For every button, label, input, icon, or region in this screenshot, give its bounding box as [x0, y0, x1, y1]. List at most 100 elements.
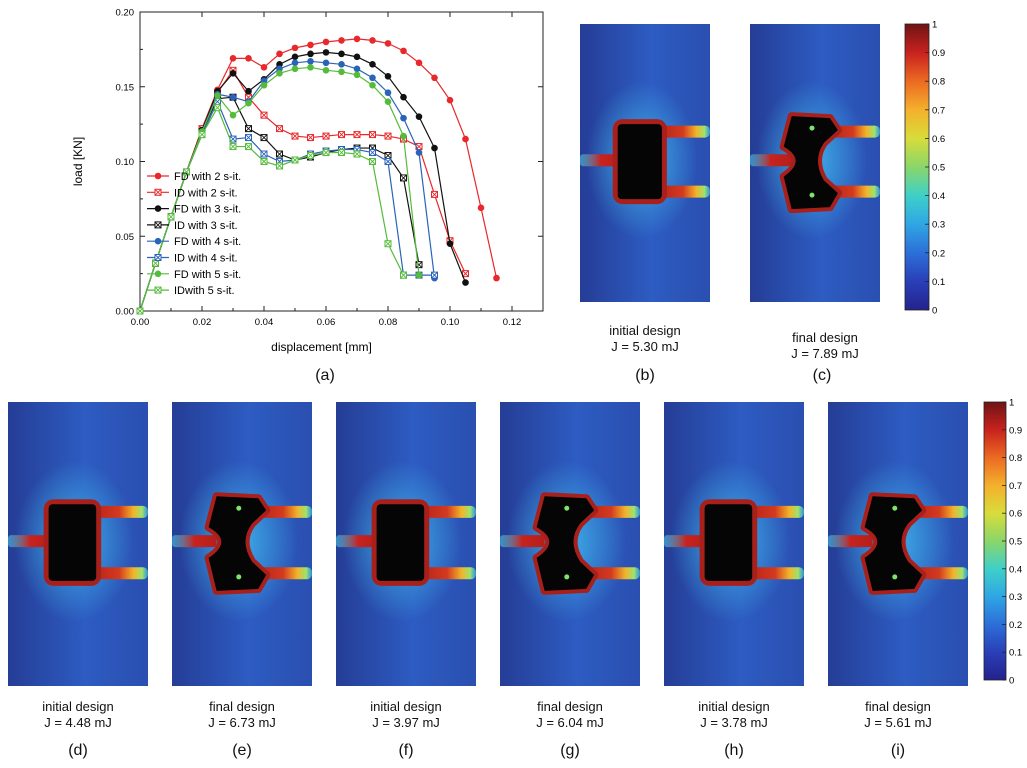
data-point	[400, 47, 407, 55]
legend-marker	[154, 270, 162, 278]
outlet-jet-top	[655, 125, 710, 138]
data-point	[369, 131, 376, 139]
data-point	[400, 114, 407, 122]
marker-cross	[431, 271, 438, 279]
colorbar-tick-label: 0.2	[1009, 620, 1022, 631]
field-panel-g	[500, 402, 640, 686]
hot-spot	[809, 125, 815, 131]
panel-label-e: (e)	[232, 742, 252, 759]
field-plot-e	[172, 402, 312, 686]
data-point	[291, 44, 299, 52]
colorbar-bottom: 0 0.1 0.2 0.3 0.4 0.5 0.6 0.7 0.8 0.9 1	[983, 398, 1022, 687]
inlet-jet	[664, 535, 709, 548]
hole-black	[48, 504, 97, 581]
data-point	[446, 96, 454, 104]
data-point	[431, 271, 438, 279]
caption-d: initial design J = 4.48 mJ	[8, 699, 148, 731]
data-point	[229, 111, 237, 119]
marker-cross	[276, 125, 283, 132]
data-point	[384, 98, 392, 105]
caption-i-title: final design	[865, 699, 931, 714]
data-point	[353, 53, 361, 61]
hot-spot	[564, 505, 570, 511]
data-point	[369, 149, 376, 157]
caption-d-title: initial design	[42, 699, 114, 714]
colorbar-tick-label: 0.7	[932, 105, 945, 116]
field-panel-c	[750, 24, 880, 302]
inlet-jet	[500, 535, 545, 548]
data-point	[384, 40, 392, 47]
outlet-jet-top	[746, 505, 804, 518]
field-panel-i	[828, 402, 968, 686]
colorbar-tick-label: 0.2	[932, 248, 945, 259]
marker-cross	[415, 261, 423, 268]
hole-black	[864, 496, 923, 591]
colorbar-tick-label: 0.6	[1009, 509, 1022, 520]
marker-cross	[245, 125, 252, 132]
data-point	[291, 53, 299, 61]
marker-cross	[183, 168, 190, 176]
marker-cross	[384, 158, 392, 165]
legend-entry: FD with 2 s-it.	[147, 171, 241, 183]
data-point	[276, 125, 283, 133]
legend-entry: ID with 2 s-it.	[147, 187, 238, 199]
outlet-jet-top	[418, 505, 476, 518]
x-tick-label: 0.06	[317, 317, 336, 328]
caption-b: initial design J = 5.30 mJ	[575, 323, 715, 355]
caption-e: final design J = 6.73 mJ	[172, 699, 312, 731]
data-point	[167, 213, 175, 221]
colorbar-tick-label: 1	[1009, 398, 1014, 409]
legend-label: IDwith 5 s-it.	[174, 285, 235, 297]
field-panel-b	[580, 24, 710, 302]
marker-cross	[229, 143, 237, 150]
data-point	[369, 74, 376, 82]
panel-label-c: (c)	[812, 367, 832, 384]
colorbar-top: 0 0.1 0.2 0.3 0.4 0.5 0.6 0.7 0.8 0.9 1	[904, 20, 945, 317]
marker-cross	[353, 131, 361, 138]
field-plot-f	[336, 402, 476, 686]
marker-cross	[307, 152, 314, 159]
caption-i: final design J = 5.61 mJ	[828, 699, 968, 731]
field-plot-d	[8, 402, 148, 686]
colorbar-tick-label: 0.4	[1009, 564, 1022, 575]
outlet-jet-bottom	[655, 185, 710, 198]
data-point	[369, 158, 376, 165]
panel-label-f: (f)	[398, 742, 414, 759]
field-panel-e	[172, 402, 312, 686]
y-tick-label: 0.10	[116, 157, 135, 168]
data-point	[322, 149, 330, 157]
x-tick-label: 0.04	[255, 317, 274, 328]
colorbar-tick-label: 0.5	[1009, 537, 1022, 548]
caption-g: final design J = 6.04 mJ	[500, 699, 640, 731]
legend-marker	[154, 221, 162, 229]
data-point	[338, 37, 345, 44]
data-point	[446, 240, 454, 248]
data-point	[198, 131, 206, 139]
data-point	[353, 35, 361, 43]
data-point	[353, 131, 361, 139]
hot-spot	[809, 192, 815, 198]
data-point	[369, 61, 376, 68]
colorbar-tick-label: 0.6	[932, 134, 945, 145]
legend-entry: ID with 3 s-it.	[147, 220, 238, 232]
marker-cross	[245, 134, 252, 141]
data-point	[431, 144, 438, 152]
data-point	[245, 134, 252, 142]
colorbar-tick-label: 0.3	[1009, 592, 1022, 603]
legend-marker	[154, 237, 162, 245]
colorbar-tick-label: 0	[932, 306, 937, 317]
data-point	[260, 158, 268, 165]
caption-d-energy: J = 4.48 mJ	[44, 715, 112, 730]
data-point	[462, 135, 469, 143]
data-point	[307, 152, 314, 160]
data-point	[384, 152, 392, 160]
legend-marker	[154, 172, 162, 180]
marker-cross	[276, 162, 283, 170]
data-point	[384, 132, 392, 140]
data-point	[400, 174, 407, 182]
data-point	[338, 149, 345, 157]
data-point	[415, 261, 423, 269]
marker-cross	[384, 240, 392, 248]
data-point	[229, 143, 237, 151]
marker-cross	[369, 131, 376, 138]
